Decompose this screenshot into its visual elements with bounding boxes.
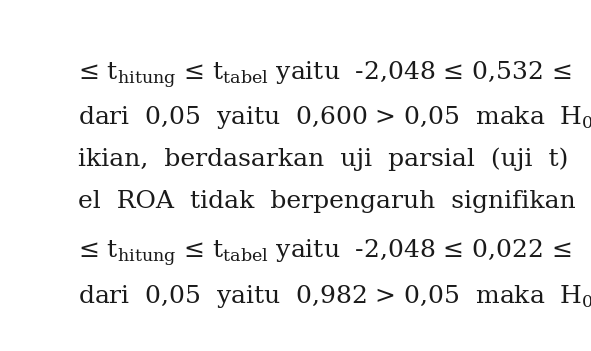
Text: dari  0,05  yaitu  0,982 > 0,05  maka  H$_{\mathregular{0}}$: dari 0,05 yaitu 0,982 > 0,05 maka H$_{\m… [79, 283, 591, 310]
Text: el  ROA  tidak  berpengaruh  signifikan: el ROA tidak berpengaruh signifikan [79, 190, 576, 213]
Text: ≤ t$_{\mathregular{hitung}}$ ≤ t$_{\mathregular{tabel}}$ yaitu  -2,048 ≤ 0,022 ≤: ≤ t$_{\mathregular{hitung}}$ ≤ t$_{\math… [79, 238, 572, 268]
Text: ikian,  berdasarkan  uji  parsial  (uji  t): ikian, berdasarkan uji parsial (uji t) [79, 148, 569, 171]
Text: dari  0,05  yaitu  0,600 > 0,05  maka  H$_{\mathregular{0}}$: dari 0,05 yaitu 0,600 > 0,05 maka H$_{\m… [79, 104, 591, 131]
Text: ≤ t$_{\mathregular{hitung}}$ ≤ t$_{\mathregular{tabel}}$ yaitu  -2,048 ≤ 0,532 ≤: ≤ t$_{\mathregular{hitung}}$ ≤ t$_{\math… [79, 59, 572, 90]
